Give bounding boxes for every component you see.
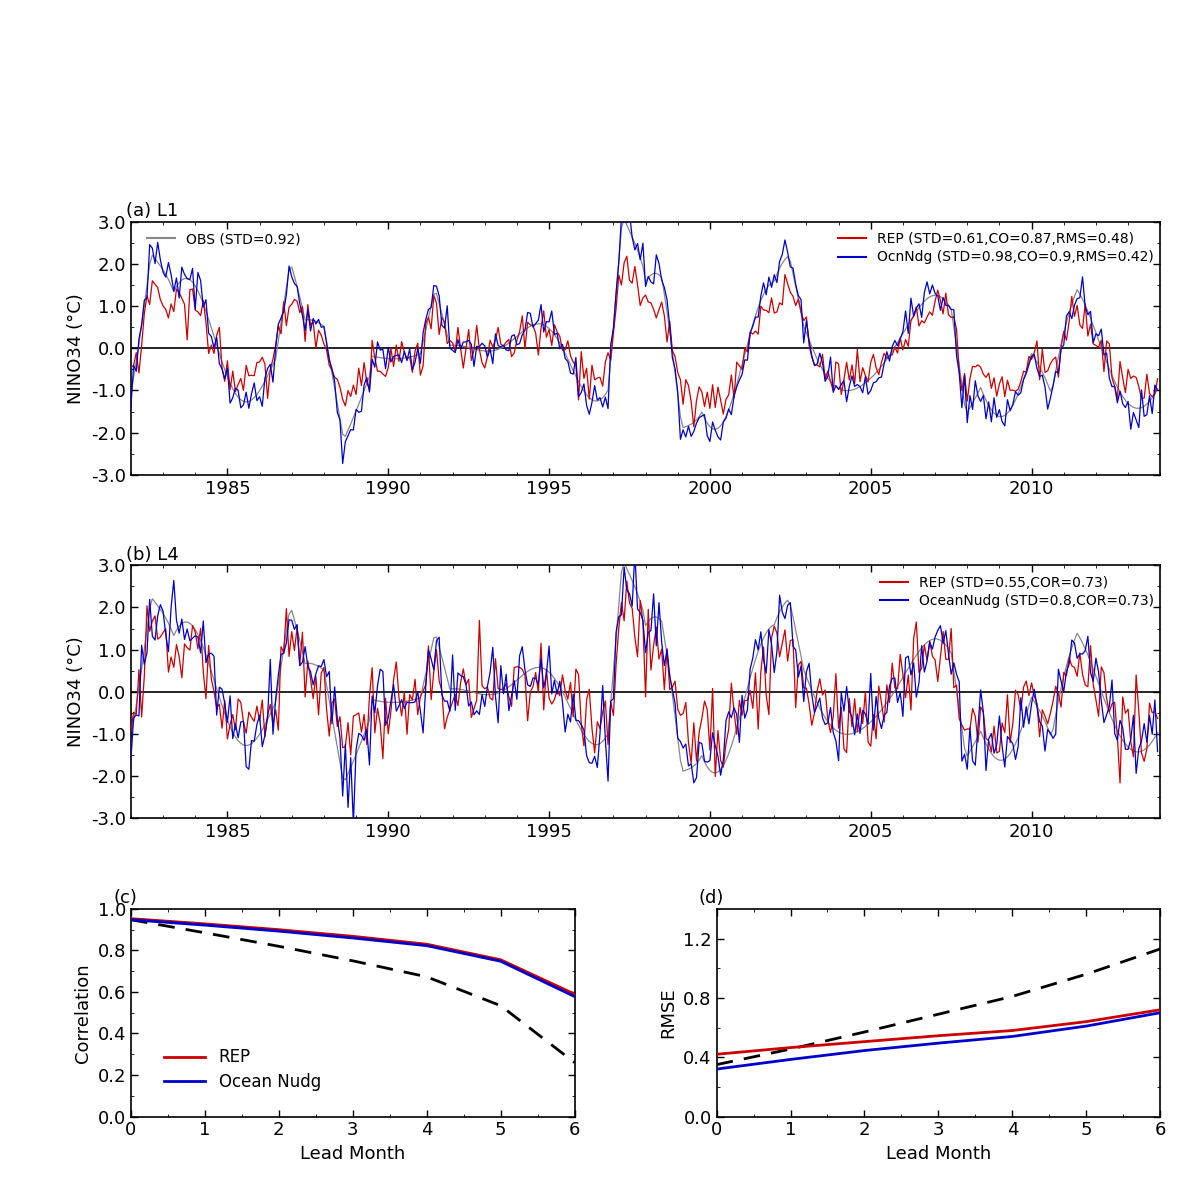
Legend: REP, Ocean Nudg: REP, Ocean Nudg <box>157 1042 327 1097</box>
Legend: REP (STD=0.61,CO=0.87,RMS=0.48), OcnNdg (STD=0.98,CO=0.9,RMS=0.42): REP (STD=0.61,CO=0.87,RMS=0.48), OcnNdg … <box>833 226 1159 270</box>
Y-axis label: NINO34 (°C): NINO34 (°C) <box>68 292 86 404</box>
Legend: REP (STD=0.55,COR=0.73), OceanNudg (STD=0.8,COR=0.73): REP (STD=0.55,COR=0.73), OceanNudg (STD=… <box>875 570 1159 613</box>
Y-axis label: NINO34 (°C): NINO34 (°C) <box>68 636 86 748</box>
X-axis label: Lead Month: Lead Month <box>885 1145 991 1163</box>
Text: (a) L1: (a) L1 <box>126 202 178 220</box>
Text: (b) L4: (b) L4 <box>126 546 178 564</box>
X-axis label: Lead Month: Lead Month <box>300 1145 406 1163</box>
Text: (d): (d) <box>699 889 725 907</box>
Y-axis label: RMSE: RMSE <box>659 987 677 1037</box>
Y-axis label: Correlation: Correlation <box>74 963 92 1063</box>
Text: (c): (c) <box>113 889 137 907</box>
